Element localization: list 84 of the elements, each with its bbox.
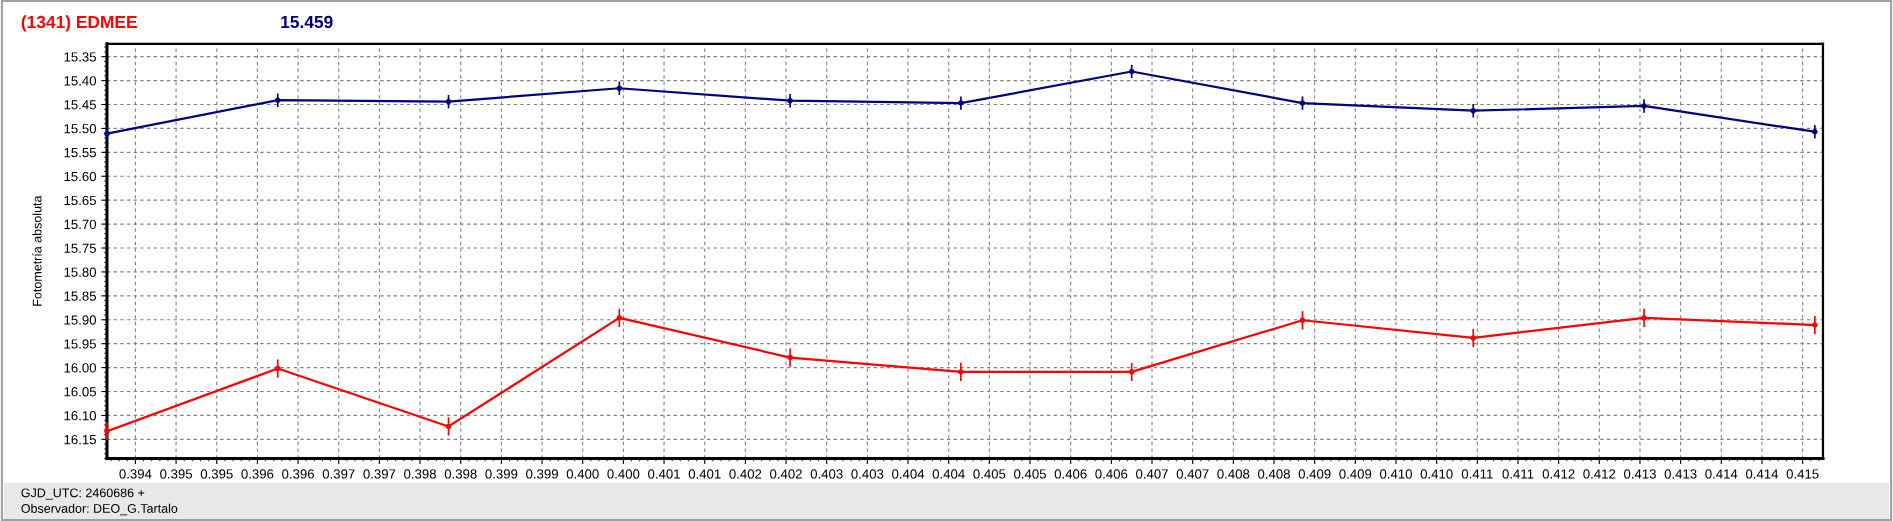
x-tick-label: 0.401 [688,469,721,479]
x-tick-label: 0.408 [1217,469,1250,479]
point [445,98,452,105]
x-tick-label: 0.404 [892,469,925,479]
y-tick-label: 15.95 [64,339,96,349]
y-tick-label: 15.35 [64,52,96,62]
x-tick-label: 0.411 [1461,469,1493,479]
y-tick-label: 15.60 [64,171,97,182]
y-tick-label: 15.90 [64,315,97,325]
y-tick-label: 16.05 [64,387,96,397]
x-tick-label: 0.402 [770,469,802,479]
x-tick-label: 0.406 [1095,469,1128,479]
x-tick-label: 0.397 [322,469,355,479]
point [1128,68,1135,75]
point [1812,322,1818,328]
point [1299,317,1306,324]
y-tick-label: 15.65 [64,195,96,206]
point [1299,100,1306,106]
x-tick-label: 0.403 [810,469,843,479]
x-tick-label: 0.413 [1623,469,1656,479]
x-tick-label: 0.398 [404,469,436,479]
x-axis-title: GJD_UTC: 2460686 + [21,488,145,500]
point [1812,128,1818,135]
x-tick-label: 0.412 [1583,469,1616,479]
y-tick-label: 16.15 [64,434,96,445]
x-tick-label: 0.405 [1014,469,1046,479]
point [445,423,452,430]
chart-subtitle: 15.459 [281,15,333,29]
text: Observador: DEO_G.Tartalo [21,503,178,516]
point [958,369,964,375]
x-tick-label: 0.410 [1380,469,1412,479]
x-tick-label: 0.415 [1786,469,1819,479]
x-tick-label: 0.398 [444,469,477,479]
point [1470,335,1477,341]
x-tick-label: 0.395 [200,469,233,479]
x-tick-label: 0.408 [1258,469,1290,479]
point [1641,103,1647,109]
x-tick-label: 0.396 [282,469,314,479]
x-tick-label: 0.412 [1542,469,1575,479]
x-tick-label: 0.400 [566,469,599,479]
x-tick-label: 0.396 [241,469,274,479]
y-tick-label: 15.75 [64,243,96,253]
point [787,97,793,104]
x-tick-label: 0.409 [1298,469,1331,479]
x-tick-label: 0.397 [363,469,396,479]
x-tick-label: 0.401 [648,469,680,479]
y-tick-label: 15.85 [64,291,96,301]
point [616,315,623,321]
x-tick-label: 0.400 [607,469,640,479]
x-tick-label: 0.407 [1136,469,1168,479]
x-tick-label: 0.414 [1745,469,1779,479]
y-tick-label: 16.10 [64,411,97,421]
chart-title: (1341) EDMEE [21,15,137,32]
point [1641,315,1647,321]
x-tick-label: 0.405 [973,469,1006,479]
y-tick-label: 15.70 [64,219,97,230]
point [274,365,281,372]
x-tick-label: 0.399 [485,469,518,479]
x-tick-label: 0.403 [851,469,884,479]
y-tick-label: 15.80 [64,267,97,277]
x-tick-label: 0.409 [1339,469,1372,479]
point [787,354,793,361]
x-tick-label: 0.402 [729,469,762,479]
point [1128,369,1135,375]
point [1470,107,1477,114]
y-tick-label: 16.00 [64,363,97,373]
y-tick-label: 15.45 [64,100,96,110]
x-tick-label: 0.406 [1054,469,1087,479]
point [958,100,964,106]
point [274,97,281,103]
x-tick-label: 0.394 [119,469,152,479]
y-axis-title: Fotometría absoluta [32,195,42,306]
y-tick-label: 15.55 [64,148,96,158]
y-tick-label: 15.50 [64,124,97,134]
y-tick-label: 15.40 [64,76,97,86]
x-tick-label: 0.410 [1420,469,1453,479]
x-tick-label: 0.395 [160,469,193,479]
x-tick-label: 0.413 [1664,469,1697,479]
x-tick-label: 0.404 [932,469,965,479]
x-tick-label: 0.414 [1705,469,1738,479]
point [616,85,623,92]
x-tick-label: 0.411 [1502,469,1534,479]
x-tick-label: 0.407 [1176,469,1209,479]
x-tick-label: 0.399 [526,469,558,479]
